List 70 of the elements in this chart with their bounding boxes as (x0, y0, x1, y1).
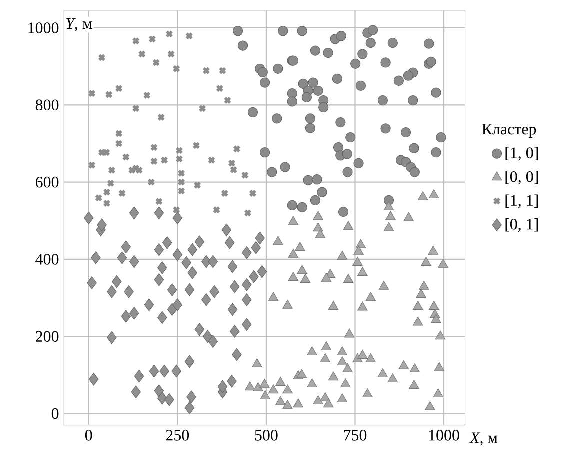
point (150, 144, 158, 152)
point (233, 145, 241, 154)
point (115, 140, 123, 148)
x-tick-label: 1000 (429, 430, 460, 441)
y-tick-label: 400 (36, 254, 59, 265)
point (150, 158, 158, 166)
point (166, 30, 174, 38)
point (228, 160, 236, 168)
point (98, 54, 106, 62)
point (249, 190, 257, 198)
point (224, 96, 232, 104)
point (115, 130, 123, 138)
point (220, 190, 229, 198)
y-axis-title: Y, м (66, 18, 92, 32)
point (103, 200, 111, 208)
point (118, 190, 126, 198)
point (132, 164, 140, 172)
point (132, 37, 140, 46)
x-tick-label: 500 (255, 430, 278, 441)
point (88, 90, 96, 98)
y-tick-label: 0 (52, 408, 59, 420)
point (88, 161, 96, 170)
point (148, 35, 156, 44)
point (194, 181, 202, 190)
point (160, 156, 168, 164)
point (108, 166, 116, 174)
point (178, 178, 186, 186)
point (105, 90, 114, 99)
point (218, 66, 227, 75)
point (172, 64, 181, 73)
point (178, 170, 186, 178)
y-tick-label: 600 (36, 176, 59, 188)
point (103, 188, 111, 196)
point (244, 209, 252, 218)
legend-label: [0, 1] (506, 218, 538, 232)
legend-label: [0, 0] (506, 170, 538, 185)
point (152, 58, 160, 67)
point (167, 50, 176, 58)
legend-title: Кластер (482, 124, 536, 138)
y-tick-label: 1000 (28, 22, 59, 34)
y-tick-label: 800 (36, 100, 59, 111)
point (176, 155, 184, 164)
x-tick-label: 250 (166, 430, 190, 441)
y-tick-label: 200 (36, 331, 59, 342)
point (176, 146, 184, 155)
point (106, 180, 115, 188)
point (132, 104, 140, 113)
point (216, 84, 224, 93)
x-tick-label: 0 (85, 430, 92, 441)
legend-label: [1, 1] (506, 194, 538, 208)
x-axis-title: X, м (470, 432, 498, 446)
point (94, 194, 103, 202)
point (241, 171, 250, 180)
point (230, 166, 238, 174)
point (138, 50, 146, 58)
point (157, 114, 166, 122)
point (212, 206, 221, 214)
point (202, 66, 210, 75)
point (122, 153, 130, 162)
point (208, 156, 216, 164)
point (147, 178, 156, 186)
point (143, 92, 152, 100)
legend-label: [1, 0] (506, 147, 538, 161)
point (155, 198, 164, 206)
point (198, 104, 206, 113)
point (185, 32, 194, 40)
point (178, 187, 186, 196)
x-tick-label: 750 (344, 430, 367, 441)
point (192, 142, 200, 150)
point (115, 84, 123, 93)
